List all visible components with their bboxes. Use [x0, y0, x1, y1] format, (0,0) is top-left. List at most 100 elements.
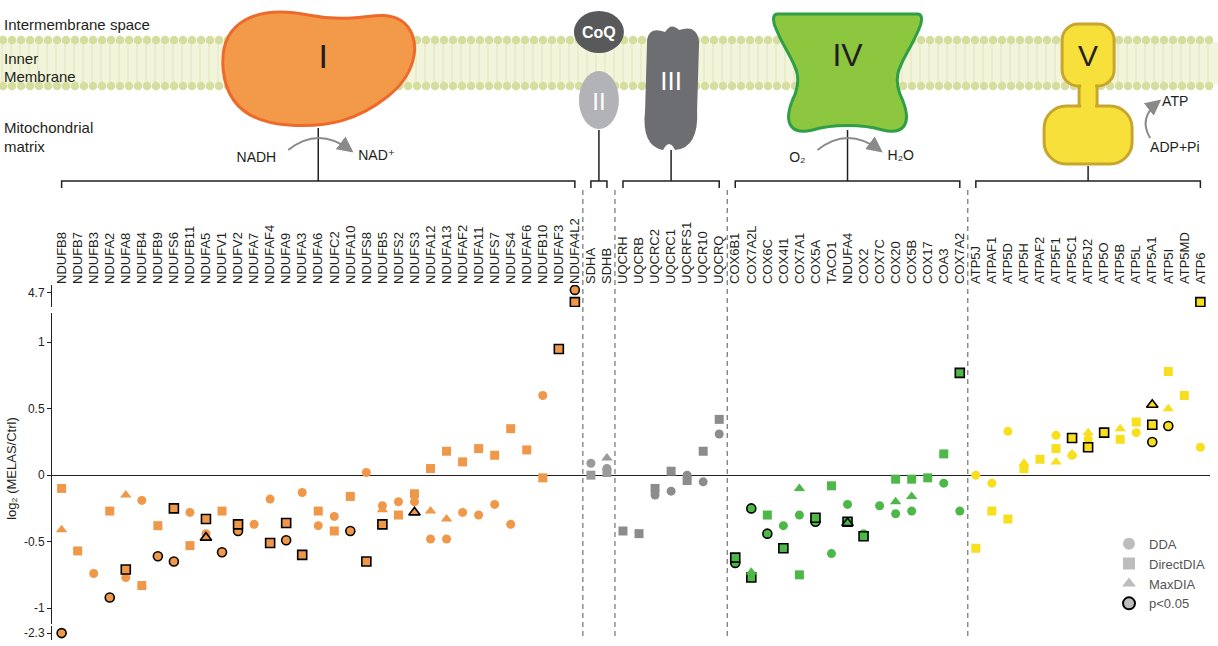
svg-text:NDUFB3: NDUFB3 [86, 232, 101, 284]
svg-text:IV: IV [832, 37, 863, 73]
svg-text:II: II [592, 88, 605, 115]
svg-text:UQCRQ: UQCRQ [711, 236, 726, 284]
svg-text:COX5A: COX5A [808, 240, 823, 284]
svg-text:H₂O: H₂O [888, 147, 915, 163]
svg-text:NDUFB8: NDUFB8 [54, 232, 69, 284]
svg-text:COX7C: COX7C [872, 239, 887, 284]
svg-text:NDUFA8: NDUFA8 [118, 233, 133, 284]
svg-text:NDUFV1: NDUFV1 [214, 232, 229, 284]
svg-text:NDUFA9: NDUFA9 [278, 233, 293, 284]
svg-text:ATP5D: ATP5D [1000, 243, 1015, 284]
svg-text:NDUFA10: NDUFA10 [343, 225, 358, 284]
svg-text:0: 0 [38, 468, 45, 482]
svg-text:4.7: 4.7 [28, 286, 45, 300]
svg-text:ATP5MD: ATP5MD [1177, 232, 1192, 284]
svg-text:NDUFS4: NDUFS4 [503, 232, 518, 284]
svg-text:COX5B: COX5B [904, 240, 919, 284]
svg-text:COX4I1: COX4I1 [776, 238, 791, 284]
svg-text:ADP+Pi: ADP+Pi [1150, 139, 1199, 155]
svg-text:NDUFB9: NDUFB9 [150, 232, 165, 284]
svg-text:TACO1: TACO1 [824, 242, 839, 284]
svg-text:NDUFS2: NDUFS2 [391, 232, 406, 284]
svg-text:V: V [1078, 39, 1098, 72]
svg-text:COX7A2L: COX7A2L [744, 225, 759, 284]
svg-text:NADH: NADH [237, 149, 277, 165]
svg-text:UQCRC2: UQCRC2 [647, 229, 662, 284]
svg-text:CoQ: CoQ [582, 24, 616, 41]
svg-text:NDUFB4: NDUFB4 [134, 232, 149, 284]
svg-text:NDUFA12: NDUFA12 [423, 225, 438, 284]
svg-text:COX6B1: COX6B1 [727, 233, 742, 284]
svg-text:COX7A1: COX7A1 [792, 233, 807, 284]
svg-text:ATP: ATP [1162, 93, 1188, 109]
svg-text:NDUFA6: NDUFA6 [310, 233, 325, 284]
svg-text:ATPAF1: ATPAF1 [984, 237, 999, 284]
svg-text:NDUFC2: NDUFC2 [327, 231, 342, 284]
svg-text:NDUFA7: NDUFA7 [246, 233, 261, 284]
svg-text:Inner: Inner [4, 50, 38, 67]
svg-text:SDHB: SDHB [599, 248, 614, 284]
svg-text:I: I [319, 37, 328, 75]
svg-text:ATP5J: ATP5J [968, 246, 983, 284]
svg-text:ATP5C1: ATP5C1 [1064, 236, 1079, 284]
svg-text:log₂ (MELAS/Ctrl): log₂ (MELAS/Ctrl) [4, 417, 19, 520]
svg-text:NDUFS6: NDUFS6 [166, 232, 181, 284]
svg-text:NDUFAF3: NDUFAF3 [551, 225, 566, 284]
svg-text:COX6C: COX6C [760, 239, 775, 284]
svg-text:UQCRFS1: UQCRFS1 [679, 222, 694, 284]
svg-text:NDUFAF4: NDUFAF4 [262, 225, 277, 284]
svg-text:O₂: O₂ [789, 149, 805, 165]
svg-text:NDUFA11: NDUFA11 [471, 226, 486, 284]
svg-text:NDUFA13: NDUFA13 [439, 225, 454, 284]
svg-text:ATP6: ATP6 [1193, 252, 1208, 284]
svg-text:ATP5F1: ATP5F1 [1048, 237, 1063, 284]
svg-text:Mitochondrial: Mitochondrial [4, 119, 93, 136]
svg-text:III: III [660, 66, 682, 96]
svg-text:NDUFA4L2: NDUFA4L2 [567, 218, 582, 284]
svg-text:Intermembrane space: Intermembrane space [4, 16, 150, 33]
svg-text:ATPAF2: ATPAF2 [1032, 237, 1047, 284]
svg-text:NAD⁺: NAD⁺ [358, 147, 395, 163]
svg-text:DirectDIA: DirectDIA [1149, 557, 1205, 572]
svg-text:NDUFA3: NDUFA3 [294, 233, 309, 284]
svg-text:NDUFV2: NDUFV2 [230, 232, 245, 284]
svg-text:UQCRH: UQCRH [615, 236, 630, 284]
svg-text:COX20: COX20 [888, 241, 903, 284]
svg-text:NDUFB5: NDUFB5 [375, 232, 390, 284]
svg-text:SDHA: SDHA [583, 248, 598, 284]
svg-text:NDUFA4: NDUFA4 [840, 233, 855, 284]
svg-text:matrix: matrix [4, 138, 45, 155]
svg-text:ATP5L: ATP5L [1128, 245, 1143, 284]
svg-text:-0.5: -0.5 [24, 535, 45, 549]
svg-text:DDA: DDA [1149, 537, 1177, 552]
svg-text:NDUFS3: NDUFS3 [407, 232, 422, 284]
svg-text:ATP5B: ATP5B [1112, 244, 1127, 284]
svg-text:ATP5H: ATP5H [1016, 243, 1031, 284]
svg-text:ATP5J2: ATP5J2 [1080, 239, 1095, 284]
svg-text:COX7A2: COX7A2 [952, 233, 967, 284]
svg-text:UQCRB: UQCRB [631, 237, 646, 284]
svg-text:NDUFB10: NDUFB10 [535, 225, 550, 284]
svg-text:NDUFS8: NDUFS8 [359, 232, 374, 284]
svg-text:ATP5O: ATP5O [1096, 242, 1111, 284]
svg-text:NDUFA2: NDUFA2 [102, 233, 117, 284]
svg-text:Membrane: Membrane [4, 68, 76, 85]
svg-text:COA3: COA3 [936, 249, 951, 284]
svg-text:UQCR10: UQCR10 [695, 231, 710, 284]
svg-text:NDUFB7: NDUFB7 [70, 232, 85, 284]
svg-text:NDUFS7: NDUFS7 [487, 232, 502, 284]
svg-text:NDUFAF2: NDUFAF2 [455, 225, 470, 284]
svg-text:-2.3: -2.3 [24, 626, 45, 640]
svg-text:1: 1 [38, 335, 45, 349]
svg-text:ATP5I: ATP5I [1161, 249, 1176, 284]
svg-text:UQCRC1: UQCRC1 [663, 229, 678, 284]
svg-text:COX2: COX2 [856, 249, 871, 284]
svg-text:-1: -1 [34, 601, 45, 615]
svg-text:0.5: 0.5 [28, 402, 45, 416]
svg-text:COX17: COX17 [920, 241, 935, 284]
svg-text:NDUFB11: NDUFB11 [182, 226, 197, 284]
svg-text:p<0.05: p<0.05 [1149, 596, 1189, 611]
svg-text:NDUFAF6: NDUFAF6 [519, 225, 534, 284]
svg-text:MaxDIA: MaxDIA [1149, 577, 1196, 592]
svg-text:NDUFA5: NDUFA5 [198, 233, 213, 284]
